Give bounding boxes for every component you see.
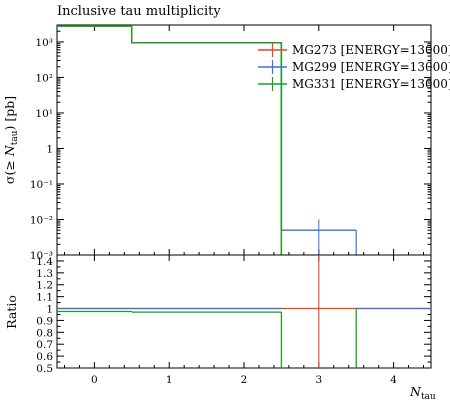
x-tick-label: 3	[315, 374, 322, 386]
ratio-tick-label: 0.5	[36, 363, 53, 375]
ratio-tick-label: 1	[46, 304, 53, 316]
ratio-axis-ticks: 0 1 2 3 41.41.31.21.110.90.80.70.60.5	[36, 254, 431, 386]
legend-label-2: MG331 [ENERGY=13000]	[292, 77, 450, 91]
y-tick-label: 10⁻¹	[30, 179, 53, 191]
ratio-tick-label: 1.4	[36, 256, 53, 268]
x-axis-label: Ntau	[409, 384, 436, 402]
ratio-tick-label: 1.2	[36, 280, 53, 292]
ratio-tick-label: 0.7	[36, 339, 53, 351]
ratio-line-2	[57, 310, 282, 313]
x-tick-label: 2	[241, 374, 248, 386]
y-tick-label: 10⁻²	[30, 214, 53, 226]
ratio-tick-label: 1.3	[36, 268, 53, 280]
y-tick-label: 10²	[35, 72, 53, 84]
x-tick-label: 4	[390, 374, 397, 386]
chart-title: Inclusive tau multiplicity	[57, 4, 221, 19]
ratio-axis-label: Ratio	[4, 295, 19, 329]
ratio-tick-label: 0.8	[36, 327, 53, 339]
legend-label-1: MG299 [ENERGY=13000]	[292, 60, 450, 74]
legend-label-0: MG273 [ENERGY=13000]	[292, 43, 450, 57]
x-tick-label: 1	[166, 374, 173, 386]
main-axis-ticks: 10³ 10² 10¹ 1 10⁻¹ 10⁻² 10⁻³	[30, 24, 431, 262]
y-tick-label: 10³	[35, 37, 53, 49]
y-axis-label: σ(≥ Ntau) [pb]	[2, 96, 20, 184]
ratio-series-group	[57, 255, 431, 368]
x-tick-label: 0	[91, 374, 98, 386]
ratio-tick-label: 0.9	[36, 315, 53, 327]
legend: MG273 [ENERGY=13000] MG299 [ENERGY=13000]…	[258, 43, 450, 91]
y-tick-label: 1	[46, 143, 53, 155]
main-series-group	[57, 25, 357, 255]
y-tick-label: 10¹	[35, 108, 53, 120]
ratio-tick-label: 0.6	[36, 351, 53, 363]
y-tick-label: 10⁻³	[30, 250, 53, 262]
ratio-tick-label: 1.1	[36, 292, 53, 304]
series-line-2	[57, 25, 282, 44]
